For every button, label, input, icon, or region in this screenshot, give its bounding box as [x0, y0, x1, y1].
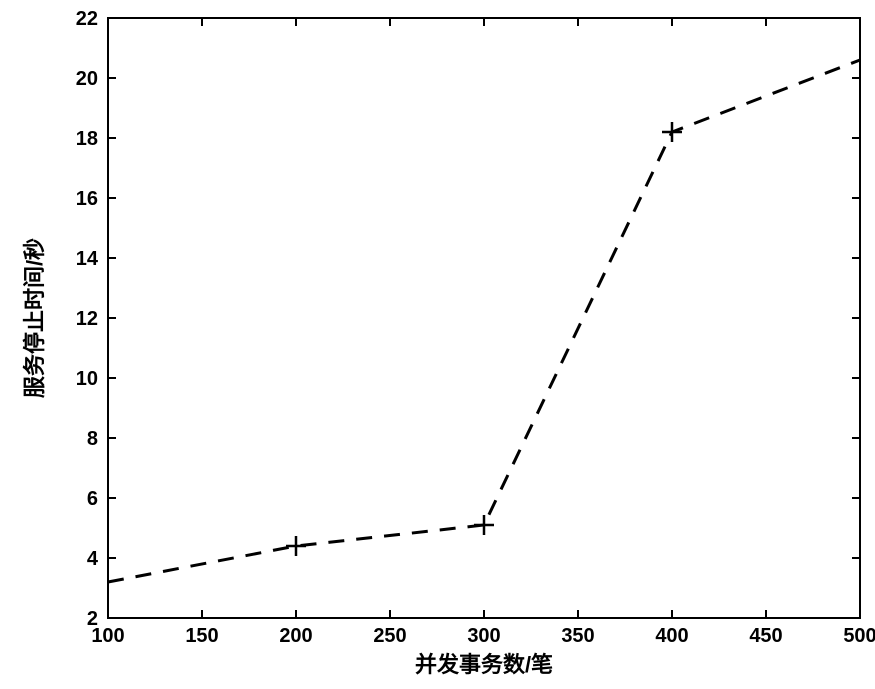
x-tick-label: 350 — [561, 625, 594, 647]
x-tick-label: 300 — [467, 625, 500, 647]
y-tick-label: 6 — [87, 488, 98, 510]
y-axis-label: 服务停止时间/秒 — [22, 238, 47, 398]
y-tick-label: 8 — [87, 428, 98, 450]
x-tick-label: 500 — [843, 625, 875, 647]
x-tick-label: 400 — [655, 625, 688, 647]
line-chart: 1001502002503003504004505002468101214161… — [0, 0, 875, 689]
y-tick-label: 22 — [76, 8, 98, 30]
x-axis-label: 并发事务数/笔 — [415, 652, 553, 677]
y-tick-label: 14 — [76, 248, 99, 270]
y-tick-label: 4 — [87, 548, 99, 570]
x-tick-label: 200 — [279, 625, 312, 647]
y-tick-label: 16 — [76, 188, 98, 210]
y-tick-label: 2 — [87, 608, 98, 630]
y-tick-label: 18 — [76, 128, 98, 150]
y-tick-label: 10 — [76, 368, 98, 390]
x-tick-label: 150 — [185, 625, 218, 647]
y-tick-label: 12 — [76, 308, 98, 330]
data-series-line — [108, 60, 860, 582]
chart-svg: 1001502002503003504004505002468101214161… — [0, 0, 875, 689]
x-tick-label: 250 — [373, 625, 406, 647]
x-tick-label: 450 — [749, 625, 782, 647]
y-tick-label: 20 — [76, 68, 98, 90]
